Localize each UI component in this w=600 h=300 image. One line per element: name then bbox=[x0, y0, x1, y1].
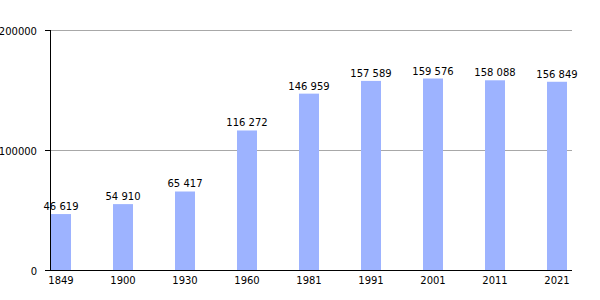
bar bbox=[237, 130, 257, 270]
y-tick-label: 100000 bbox=[0, 146, 37, 157]
data-label: 156 849 bbox=[536, 69, 577, 80]
data-label: 116 272 bbox=[226, 117, 267, 128]
data-label: 158 088 bbox=[474, 67, 515, 78]
data-label: 54 910 bbox=[106, 191, 141, 202]
bar bbox=[175, 191, 195, 270]
bar bbox=[299, 94, 319, 270]
x-tick-label: 1930 bbox=[172, 275, 197, 286]
data-label: 159 576 bbox=[412, 66, 453, 77]
x-tick-label: 2021 bbox=[544, 275, 569, 286]
data-label: 65 417 bbox=[168, 178, 203, 189]
chart-container: 0 100000 200000 46 619 54 910 65 417 116 272 14… bbox=[0, 0, 600, 300]
bar bbox=[485, 80, 505, 270]
bar bbox=[547, 82, 567, 270]
data-label: 157 589 bbox=[350, 68, 391, 79]
data-label: 146 959 bbox=[288, 81, 329, 92]
bar bbox=[51, 214, 71, 270]
y-tick bbox=[45, 150, 50, 151]
x-tick-label: 1849 bbox=[48, 275, 73, 286]
bar bbox=[113, 204, 133, 270]
x-tick-label: 2011 bbox=[482, 275, 507, 286]
bar bbox=[361, 81, 381, 270]
y-tick-label: 200000 bbox=[0, 26, 37, 37]
data-label: 46 619 bbox=[44, 201, 79, 212]
x-axis bbox=[50, 270, 572, 271]
x-tick-label: 1991 bbox=[358, 275, 383, 286]
x-tick-label: 1981 bbox=[296, 275, 321, 286]
grid-line bbox=[50, 270, 572, 271]
y-axis bbox=[50, 30, 51, 270]
y-tick-label: 0 bbox=[31, 266, 37, 277]
y-tick bbox=[45, 30, 50, 31]
bar bbox=[423, 79, 443, 270]
grid-line bbox=[50, 30, 572, 31]
bars bbox=[51, 79, 567, 270]
x-tick-label: 2001 bbox=[420, 275, 445, 286]
x-tick-label: 1960 bbox=[234, 275, 259, 286]
y-tick bbox=[45, 270, 50, 271]
x-tick-label: 1900 bbox=[110, 275, 135, 286]
chart-svg: 0 100000 200000 46 619 54 910 65 417 116 272 14… bbox=[0, 0, 600, 300]
